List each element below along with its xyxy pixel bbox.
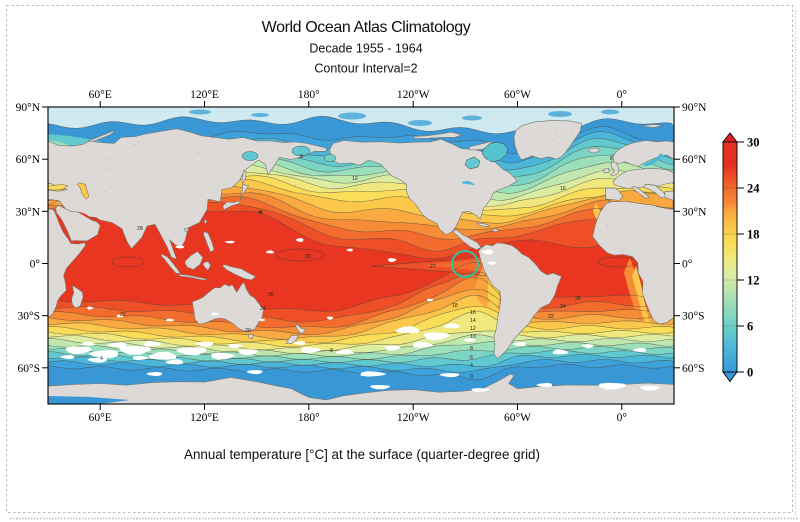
- svg-text:6: 6: [747, 320, 753, 334]
- svg-text:30: 30: [747, 136, 760, 150]
- svg-text:120°E: 120°E: [190, 89, 219, 101]
- svg-text:18: 18: [452, 303, 458, 309]
- svg-text:Contour Interval=2: Contour Interval=2: [314, 62, 417, 76]
- svg-text:28: 28: [137, 226, 143, 232]
- svg-text:24: 24: [747, 182, 760, 196]
- svg-text:60°W: 60°W: [504, 89, 531, 101]
- svg-text:28: 28: [305, 254, 311, 260]
- svg-text:60°S: 60°S: [18, 363, 41, 375]
- svg-text:8: 8: [610, 156, 613, 162]
- svg-text:Annual temperature [°C] at the: Annual temperature [°C] at the surface (…: [184, 447, 540, 462]
- svg-text:14: 14: [470, 318, 476, 324]
- svg-text:0°: 0°: [682, 259, 693, 271]
- svg-text:60°W: 60°W: [504, 412, 531, 424]
- svg-text:30°S: 30°S: [682, 311, 705, 323]
- svg-text:24: 24: [560, 304, 566, 310]
- svg-text:120°W: 120°W: [397, 412, 430, 424]
- svg-text:60°E: 60°E: [89, 89, 112, 101]
- svg-text:0: 0: [747, 366, 753, 380]
- svg-text:4: 4: [100, 356, 103, 362]
- svg-text:90°N: 90°N: [16, 102, 41, 114]
- svg-text:60°E: 60°E: [89, 412, 112, 424]
- svg-text:26: 26: [268, 292, 274, 298]
- svg-text:180°: 180°: [298, 412, 320, 424]
- svg-text:60°S: 60°S: [682, 363, 705, 375]
- svg-text:20: 20: [245, 328, 251, 334]
- svg-text:8: 8: [470, 346, 473, 352]
- svg-text:Decade 1955 - 1964: Decade 1955 - 1964: [309, 42, 422, 56]
- svg-text:30°N: 30°N: [682, 206, 707, 218]
- svg-text:0: 0: [470, 374, 473, 380]
- svg-text:16: 16: [560, 186, 566, 192]
- svg-text:World Ocean Atlas Climatology: World Ocean Atlas Climatology: [262, 19, 471, 36]
- svg-text:6: 6: [470, 355, 473, 361]
- svg-text:60°N: 60°N: [16, 154, 41, 166]
- svg-text:24: 24: [260, 306, 266, 312]
- svg-text:90°N: 90°N: [682, 102, 707, 114]
- svg-text:12: 12: [352, 176, 358, 182]
- svg-text:30°S: 30°S: [18, 311, 41, 323]
- svg-text:0°: 0°: [30, 259, 41, 271]
- svg-text:27: 27: [430, 264, 436, 270]
- svg-text:120°W: 120°W: [397, 89, 430, 101]
- svg-text:4: 4: [470, 363, 473, 369]
- svg-text:30°N: 30°N: [16, 206, 41, 218]
- svg-text:22: 22: [548, 314, 554, 320]
- svg-text:8: 8: [300, 154, 303, 160]
- svg-text:8: 8: [330, 348, 333, 354]
- svg-text:12: 12: [470, 326, 476, 332]
- svg-text:26: 26: [575, 296, 581, 302]
- svg-text:12: 12: [747, 274, 760, 288]
- svg-text:60°N: 60°N: [682, 154, 707, 166]
- svg-text:0°: 0°: [617, 89, 628, 101]
- svg-text:120°E: 120°E: [190, 412, 219, 424]
- svg-text:16: 16: [470, 310, 476, 316]
- svg-text:0°: 0°: [617, 412, 628, 424]
- svg-text:18: 18: [747, 228, 760, 242]
- svg-text:*: *: [258, 209, 263, 220]
- svg-text:10: 10: [470, 334, 476, 340]
- svg-text:22: 22: [120, 312, 126, 318]
- svg-text:180°: 180°: [298, 89, 320, 101]
